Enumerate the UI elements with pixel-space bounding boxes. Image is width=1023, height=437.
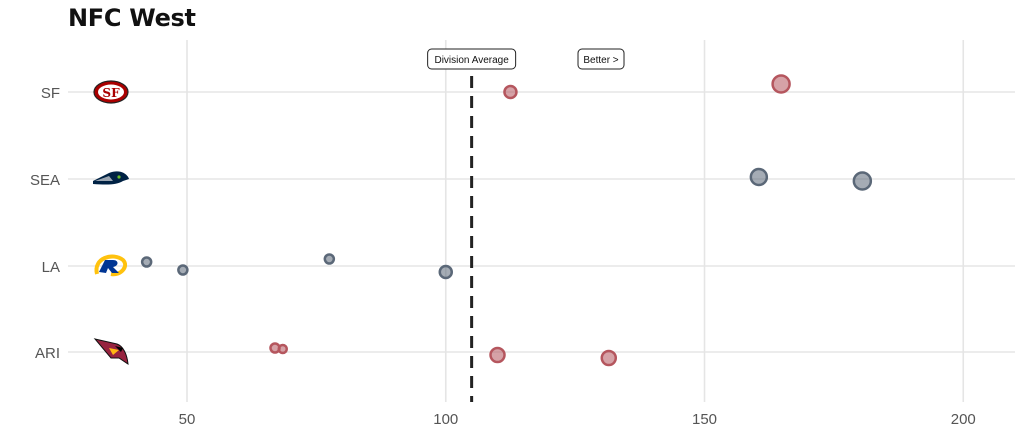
y-tick-label: SF	[41, 85, 60, 102]
x-tick-label: 100	[433, 411, 458, 428]
data-point	[749, 167, 769, 187]
data-point	[277, 343, 289, 355]
x-tick-label: 50	[179, 411, 196, 428]
better-label: Better >	[583, 55, 618, 66]
data-point	[771, 74, 791, 94]
logo-shape	[117, 175, 121, 179]
x-tick-label: 150	[692, 411, 717, 428]
logo-text: SF	[102, 86, 120, 100]
logo-shape	[115, 346, 123, 352]
division-average-label-box	[427, 48, 517, 70]
division-average-label: Division Average	[434, 55, 509, 66]
data-point	[489, 346, 506, 364]
y-tick-label: LA	[42, 259, 60, 276]
data-point	[177, 264, 189, 276]
logo-shape	[98, 84, 124, 100]
y-tick-label: ARI	[35, 345, 60, 362]
y-tick-label: SEA	[30, 172, 60, 189]
y-axis-labels: SF SEA LA ARI	[30, 85, 60, 362]
cardinals-logo	[93, 338, 129, 366]
49ers-logo: SF	[93, 80, 129, 104]
chart-title: NFC West	[68, 4, 196, 32]
data-point	[140, 256, 153, 268]
data-point	[600, 349, 618, 367]
rams-logo	[94, 254, 128, 277]
logo-shape	[95, 176, 113, 181]
x-tick-label: 200	[951, 411, 976, 428]
logo-shape	[93, 171, 129, 185]
logo-shape	[109, 348, 119, 355]
better-label-box	[577, 48, 625, 70]
data-point	[852, 171, 873, 191]
division-average-group: Division Average Better >	[427, 48, 625, 402]
data-points	[140, 74, 873, 367]
seahawks-logo	[93, 171, 129, 185]
x-axis-ticks: 50 100 150 200	[179, 411, 976, 428]
team-logos: SF	[93, 80, 129, 366]
data-point	[503, 84, 518, 100]
logo-shape	[99, 260, 119, 273]
data-point	[323, 253, 336, 265]
logo-shape	[94, 254, 128, 277]
data-point	[438, 264, 454, 280]
grid-lines	[68, 40, 1015, 402]
